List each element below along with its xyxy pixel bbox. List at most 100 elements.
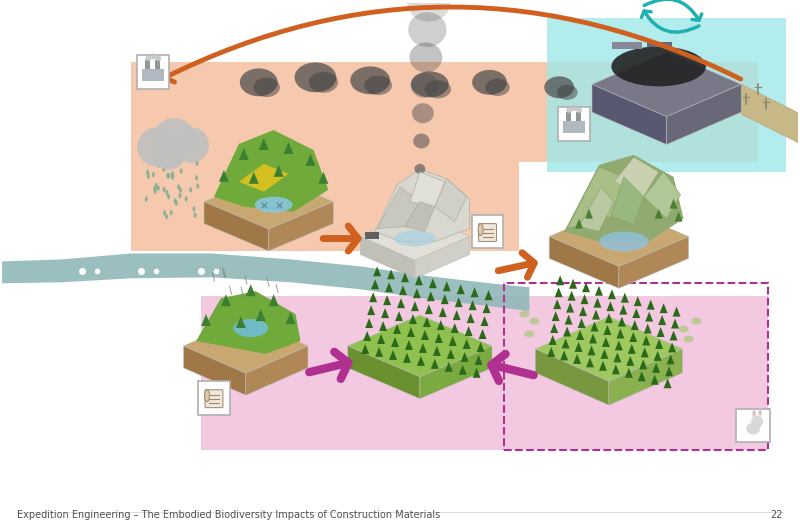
Ellipse shape bbox=[683, 335, 694, 342]
Polygon shape bbox=[405, 202, 435, 232]
Polygon shape bbox=[470, 287, 478, 297]
Ellipse shape bbox=[196, 183, 199, 189]
Polygon shape bbox=[670, 199, 678, 209]
Circle shape bbox=[566, 107, 572, 113]
Polygon shape bbox=[621, 293, 629, 303]
Polygon shape bbox=[469, 300, 477, 310]
Ellipse shape bbox=[472, 70, 507, 95]
Ellipse shape bbox=[180, 169, 182, 174]
Ellipse shape bbox=[478, 224, 483, 235]
Bar bbox=[505, 283, 768, 450]
Ellipse shape bbox=[530, 317, 539, 324]
Ellipse shape bbox=[145, 197, 148, 202]
Ellipse shape bbox=[147, 174, 150, 179]
Ellipse shape bbox=[167, 194, 170, 199]
Polygon shape bbox=[462, 339, 470, 349]
Polygon shape bbox=[438, 307, 446, 317]
Polygon shape bbox=[362, 344, 369, 354]
Ellipse shape bbox=[758, 409, 762, 416]
Polygon shape bbox=[246, 346, 308, 395]
Ellipse shape bbox=[193, 206, 195, 212]
FancyBboxPatch shape bbox=[558, 107, 590, 141]
Ellipse shape bbox=[194, 213, 197, 218]
Polygon shape bbox=[465, 326, 473, 336]
Bar bbox=[365, 232, 379, 239]
Polygon shape bbox=[630, 320, 638, 330]
Ellipse shape bbox=[166, 190, 168, 195]
Polygon shape bbox=[670, 331, 678, 340]
Polygon shape bbox=[420, 346, 492, 399]
Polygon shape bbox=[592, 84, 666, 145]
Polygon shape bbox=[742, 84, 800, 144]
Polygon shape bbox=[387, 269, 395, 279]
Polygon shape bbox=[201, 314, 211, 326]
Text: Expedition Engineering – The Embodied Biodiversity Impacts of Construction Mater: Expedition Engineering – The Embodied Bi… bbox=[17, 510, 440, 520]
Polygon shape bbox=[639, 359, 647, 369]
Polygon shape bbox=[628, 344, 636, 354]
Polygon shape bbox=[427, 292, 435, 301]
Polygon shape bbox=[415, 275, 423, 285]
Polygon shape bbox=[562, 339, 570, 348]
Polygon shape bbox=[674, 211, 682, 222]
Polygon shape bbox=[664, 378, 671, 388]
Polygon shape bbox=[219, 170, 229, 182]
Polygon shape bbox=[306, 154, 315, 166]
Polygon shape bbox=[616, 329, 624, 339]
Polygon shape bbox=[644, 172, 681, 218]
FancyBboxPatch shape bbox=[198, 381, 230, 414]
Polygon shape bbox=[632, 308, 640, 318]
Polygon shape bbox=[375, 347, 383, 357]
Polygon shape bbox=[592, 52, 742, 117]
Ellipse shape bbox=[163, 210, 166, 216]
Polygon shape bbox=[554, 299, 561, 309]
Polygon shape bbox=[666, 84, 742, 145]
Circle shape bbox=[154, 138, 185, 170]
Polygon shape bbox=[381, 308, 389, 318]
Polygon shape bbox=[348, 315, 492, 377]
Ellipse shape bbox=[364, 76, 392, 95]
Polygon shape bbox=[606, 301, 614, 311]
Polygon shape bbox=[564, 155, 683, 242]
Polygon shape bbox=[619, 236, 689, 288]
Ellipse shape bbox=[166, 173, 170, 178]
Ellipse shape bbox=[189, 187, 192, 192]
Polygon shape bbox=[442, 281, 450, 292]
Polygon shape bbox=[395, 311, 403, 321]
Ellipse shape bbox=[167, 173, 170, 179]
Ellipse shape bbox=[175, 160, 178, 165]
Polygon shape bbox=[603, 325, 611, 335]
Polygon shape bbox=[446, 349, 454, 359]
Polygon shape bbox=[196, 292, 301, 354]
Polygon shape bbox=[284, 142, 294, 154]
Ellipse shape bbox=[407, 0, 450, 22]
Polygon shape bbox=[646, 312, 653, 322]
Polygon shape bbox=[431, 359, 438, 369]
Polygon shape bbox=[258, 138, 269, 150]
Ellipse shape bbox=[411, 72, 449, 97]
Ellipse shape bbox=[753, 411, 755, 416]
Polygon shape bbox=[365, 318, 373, 328]
Polygon shape bbox=[599, 361, 607, 371]
Polygon shape bbox=[419, 343, 427, 353]
Polygon shape bbox=[401, 272, 409, 282]
Polygon shape bbox=[626, 356, 634, 366]
Polygon shape bbox=[550, 323, 558, 333]
Polygon shape bbox=[609, 349, 682, 405]
Ellipse shape bbox=[171, 171, 174, 177]
Polygon shape bbox=[673, 307, 681, 316]
Polygon shape bbox=[409, 314, 417, 324]
Polygon shape bbox=[630, 332, 638, 342]
Ellipse shape bbox=[205, 390, 210, 402]
Polygon shape bbox=[601, 349, 609, 359]
Ellipse shape bbox=[170, 210, 173, 215]
Ellipse shape bbox=[519, 311, 530, 317]
Polygon shape bbox=[481, 316, 489, 326]
Polygon shape bbox=[641, 348, 649, 357]
Polygon shape bbox=[236, 316, 246, 328]
Ellipse shape bbox=[179, 188, 182, 193]
Polygon shape bbox=[371, 279, 379, 289]
Polygon shape bbox=[567, 167, 624, 228]
Ellipse shape bbox=[165, 214, 168, 219]
Ellipse shape bbox=[158, 162, 161, 168]
Circle shape bbox=[146, 56, 151, 61]
